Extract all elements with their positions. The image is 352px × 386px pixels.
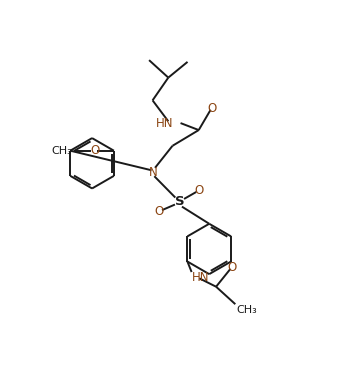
Text: O: O [155, 205, 164, 218]
Text: O: O [90, 144, 99, 157]
Text: O: O [194, 184, 203, 197]
Text: O: O [207, 102, 216, 115]
Text: N: N [149, 166, 158, 178]
Text: S: S [175, 195, 184, 208]
Text: HN: HN [192, 271, 210, 284]
Text: O: O [227, 261, 237, 274]
Text: HN: HN [156, 117, 174, 130]
Text: CH₃: CH₃ [236, 305, 257, 315]
Text: CH₃: CH₃ [51, 146, 72, 156]
